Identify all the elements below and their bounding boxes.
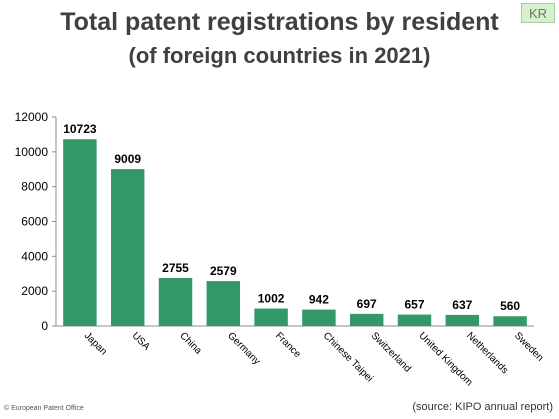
bar: [111, 169, 144, 326]
x-axis-labels: Japan USA China Germany France Chinese Taipei…: [82, 330, 546, 388]
x-tick-label: USA: [130, 330, 153, 353]
y-tick-label: 12000: [15, 110, 49, 124]
data-label: 637: [452, 298, 472, 312]
x-tick-label: Sweden: [512, 330, 545, 363]
bar: [207, 281, 240, 326]
x-tick-label: Chinese Taipei: [321, 330, 375, 384]
x-tick-label: Japan: [82, 330, 109, 357]
copyright-text: © European Patent Office: [4, 405, 84, 412]
bar: [350, 314, 383, 326]
y-tick-label: 2000: [21, 284, 48, 298]
x-tick-label: Switzerland: [369, 330, 413, 374]
y-tick-label: 10000: [15, 145, 49, 159]
x-tick-label: China: [177, 330, 204, 357]
data-label: 697: [357, 297, 377, 311]
bar: [254, 309, 287, 326]
bar: [493, 316, 526, 326]
data-label: 2755: [162, 261, 189, 275]
x-tick-label: Netherlands: [464, 330, 510, 376]
data-label: 1002: [258, 292, 285, 306]
data-label: 560: [500, 299, 520, 313]
bar: [302, 310, 335, 326]
bar: [398, 315, 431, 326]
data-label: 657: [404, 298, 424, 312]
bar: [63, 139, 96, 326]
data-label: 10723: [63, 122, 97, 136]
source-text: (source: KIPO annual report): [412, 401, 553, 413]
bar: [159, 278, 192, 326]
y-tick-label: 6000: [21, 215, 48, 229]
y-tick-label: 0: [41, 319, 48, 333]
x-tick-label: Germany: [225, 330, 262, 367]
data-label: 942: [309, 293, 329, 307]
y-tick-label: 8000: [21, 180, 48, 194]
data-label: 2579: [210, 264, 237, 278]
data-label: 9009: [114, 152, 141, 166]
x-tick-label: France: [273, 330, 303, 360]
bar: [446, 315, 479, 326]
y-tick-label: 4000: [21, 249, 48, 263]
